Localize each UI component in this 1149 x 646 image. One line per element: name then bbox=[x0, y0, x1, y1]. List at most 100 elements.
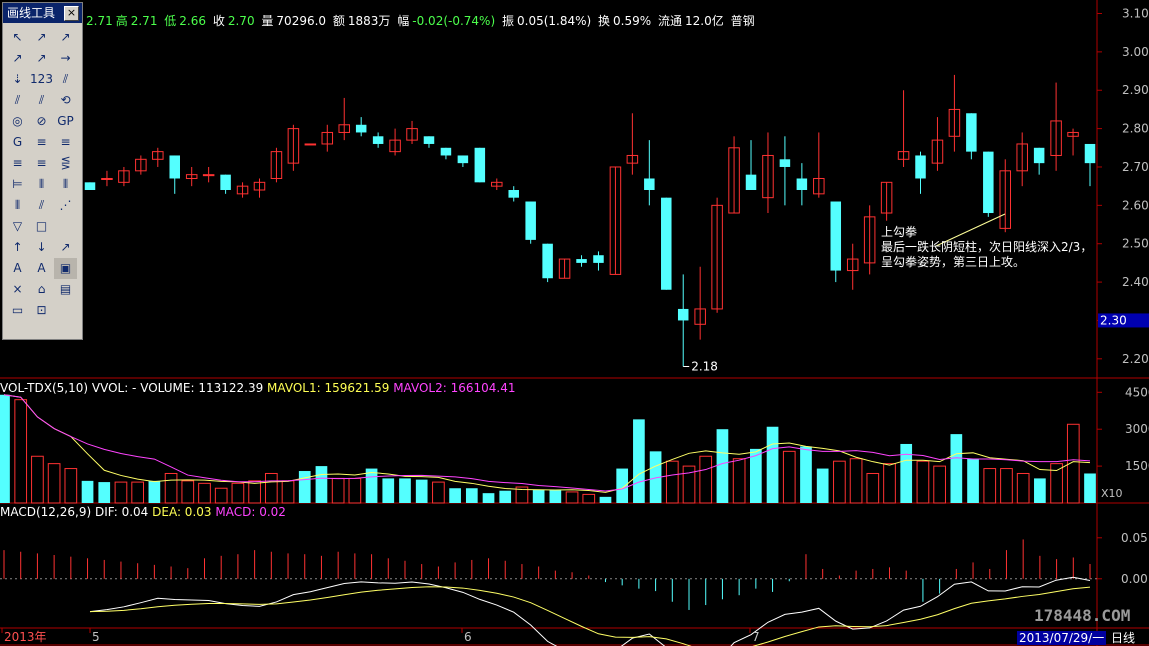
drawing-tool-button[interactable]: ↗ bbox=[60, 30, 71, 44]
volume-label: 量 bbox=[261, 14, 274, 28]
candle-body-down bbox=[440, 147, 452, 156]
candle-body-up bbox=[694, 308, 706, 325]
time-axis-label: 7 bbox=[752, 630, 760, 644]
drawing-tool-button[interactable]: ⊡ bbox=[36, 303, 47, 317]
volume-bar-up bbox=[1066, 423, 1080, 504]
candle-body-up bbox=[304, 143, 317, 146]
drawing-tool-button[interactable] bbox=[54, 300, 77, 321]
drawing-tool-button[interactable]: ⌂ bbox=[37, 282, 46, 296]
close-icon[interactable]: × bbox=[64, 6, 79, 21]
candle-body-down bbox=[966, 113, 977, 152]
volume-bar-down bbox=[1034, 478, 1046, 503]
amplitude-value: 0.05(1.84%) bbox=[517, 14, 592, 28]
drawing-tool-button[interactable]: □ bbox=[35, 219, 48, 233]
drawing-tool-button[interactable]: ⊨ bbox=[12, 177, 23, 191]
price-axis-label: 2.90 bbox=[1122, 83, 1149, 97]
candle-body-up bbox=[863, 216, 876, 264]
current-price-tag bbox=[1098, 313, 1149, 328]
volume-bar-down bbox=[81, 480, 94, 503]
drawing-tool-button[interactable]: ↗ bbox=[36, 30, 47, 44]
drawing-tool-button[interactable]: ⫽ bbox=[62, 72, 69, 86]
drawing-tool-button[interactable]: ≡ bbox=[60, 135, 71, 149]
drawing-tool-button[interactable]: ↑ bbox=[12, 240, 23, 254]
volume-bar-down bbox=[399, 478, 411, 503]
drawing-tool-button[interactable]: A bbox=[13, 261, 22, 275]
candle-body-up bbox=[948, 108, 961, 137]
drawing-tool-button[interactable]: ◎ bbox=[12, 114, 23, 128]
drawing-tool-button[interactable]: ⊘ bbox=[36, 114, 47, 128]
volume-bar-down bbox=[950, 434, 963, 503]
time-axis-label: 6 bbox=[464, 630, 472, 644]
volume-bar-down bbox=[499, 490, 512, 503]
volume-bar-up bbox=[231, 482, 245, 504]
drawing-tool-button[interactable]: ▣ bbox=[54, 258, 77, 279]
drawing-tool-button[interactable]: A bbox=[37, 261, 46, 275]
candle-body-up bbox=[728, 147, 740, 214]
volume-bar-down bbox=[365, 468, 378, 503]
drawing-tool-button[interactable]: ▽ bbox=[12, 219, 23, 233]
volume-bar-down bbox=[382, 478, 395, 503]
candle-body-up bbox=[185, 174, 198, 179]
volume-bar-up bbox=[833, 460, 846, 504]
change-value: -0.02(-0.74%) bbox=[412, 14, 496, 28]
drawing-tool-button[interactable]: ▭ bbox=[11, 303, 24, 317]
drawing-tool-button[interactable]: 123 bbox=[30, 72, 53, 86]
annotation-line-1: 最后一跌长阴短柱，次日阳线深入2/3， bbox=[881, 240, 1093, 254]
drawing-tool-button[interactable]: GP bbox=[57, 114, 74, 128]
candle-body-down bbox=[644, 178, 655, 190]
drawing-tool-button[interactable]: ↗ bbox=[12, 51, 23, 65]
drawing-tool-button[interactable]: ⋚ bbox=[60, 156, 71, 170]
dea-reading: DEA: 0.03 bbox=[152, 505, 212, 519]
high-value: 2.71 bbox=[130, 14, 158, 28]
drawing-toolbox[interactable]: 画线工具 × ↖ ↗ ↗ ↗ ↗ → ⇣ 123 ⫽ ⫽ ⫽ ⟲ ◎ ⊘ GP G ≡ ≡ ≡ ≡ ⋚ ⊨ ⦀ ⦀ ⦀ ⫽ ⋰ ▽ □ ↑… bbox=[2, 2, 83, 340]
drawing-tool-button[interactable]: ↗ bbox=[36, 51, 47, 65]
period-tab-daily[interactable]: 日线 bbox=[1111, 631, 1136, 645]
low-marker-label: 2.18 bbox=[691, 359, 718, 373]
float-label: 流通 bbox=[658, 14, 683, 28]
volume-bar-down bbox=[716, 429, 729, 503]
drawing-tool-button[interactable]: ⫽ bbox=[38, 93, 45, 107]
volume-bar-up bbox=[1050, 463, 1063, 504]
drawing-tool-button[interactable]: ≡ bbox=[12, 156, 23, 170]
macd-axis-label: 0.05 bbox=[1121, 531, 1148, 545]
price-axis-label: 2.70 bbox=[1122, 160, 1149, 174]
candle-body-up bbox=[711, 204, 723, 310]
drawing-tool-button[interactable]: ⦀ bbox=[62, 177, 69, 191]
drawing-tool-button[interactable]: ↗ bbox=[60, 240, 71, 254]
drawing-tool-button[interactable] bbox=[54, 216, 77, 237]
candle-body-down bbox=[915, 155, 926, 179]
volume-bar-down bbox=[549, 489, 562, 503]
candle-body-down bbox=[423, 136, 435, 144]
candle-body-up bbox=[762, 154, 774, 199]
toolbox-title-bar[interactable]: 画线工具 × bbox=[3, 3, 82, 23]
current-date-readout: 2013/07/29/一 bbox=[1017, 631, 1107, 645]
candle-body-down bbox=[457, 155, 469, 164]
volume-bar-down bbox=[298, 471, 311, 503]
candle-body-up bbox=[880, 181, 893, 214]
drawing-tool-button[interactable]: ▤ bbox=[59, 282, 72, 296]
turnover-label: 换 bbox=[598, 14, 611, 28]
drawing-tool-button[interactable]: × bbox=[12, 282, 23, 296]
drawing-tool-button[interactable]: ⟲ bbox=[60, 93, 71, 107]
drawing-tool-button[interactable]: ≡ bbox=[36, 135, 47, 149]
volume-bar-up bbox=[565, 491, 579, 504]
vvol-value: VVOL: - bbox=[91, 381, 137, 395]
drawing-tool-button[interactable]: → bbox=[60, 51, 71, 65]
drawing-tool-button[interactable]: ⫽ bbox=[38, 198, 45, 212]
drawing-tool-button[interactable]: ⋰ bbox=[59, 198, 72, 212]
drawing-tool-button[interactable]: ⇣ bbox=[12, 72, 23, 86]
drawing-tool-button[interactable]: ↓ bbox=[36, 240, 47, 254]
drawing-tool-button[interactable]: ↖ bbox=[12, 30, 23, 44]
volume-bar-up bbox=[883, 463, 896, 504]
close-label: 收 bbox=[212, 14, 225, 28]
drawing-tool-button[interactable]: ≡ bbox=[36, 156, 47, 170]
candle-body-up bbox=[287, 128, 300, 164]
volume-bar-up bbox=[47, 463, 61, 504]
drawing-tool-button[interactable]: ⦀ bbox=[14, 198, 21, 212]
drawing-tool-button[interactable]: ⦀ bbox=[38, 177, 45, 191]
candle-body-down bbox=[1033, 147, 1045, 164]
drawing-tool-button[interactable]: G bbox=[12, 135, 23, 149]
drawing-tool-button[interactable]: ⫽ bbox=[14, 93, 21, 107]
candle-body-down bbox=[830, 201, 842, 271]
